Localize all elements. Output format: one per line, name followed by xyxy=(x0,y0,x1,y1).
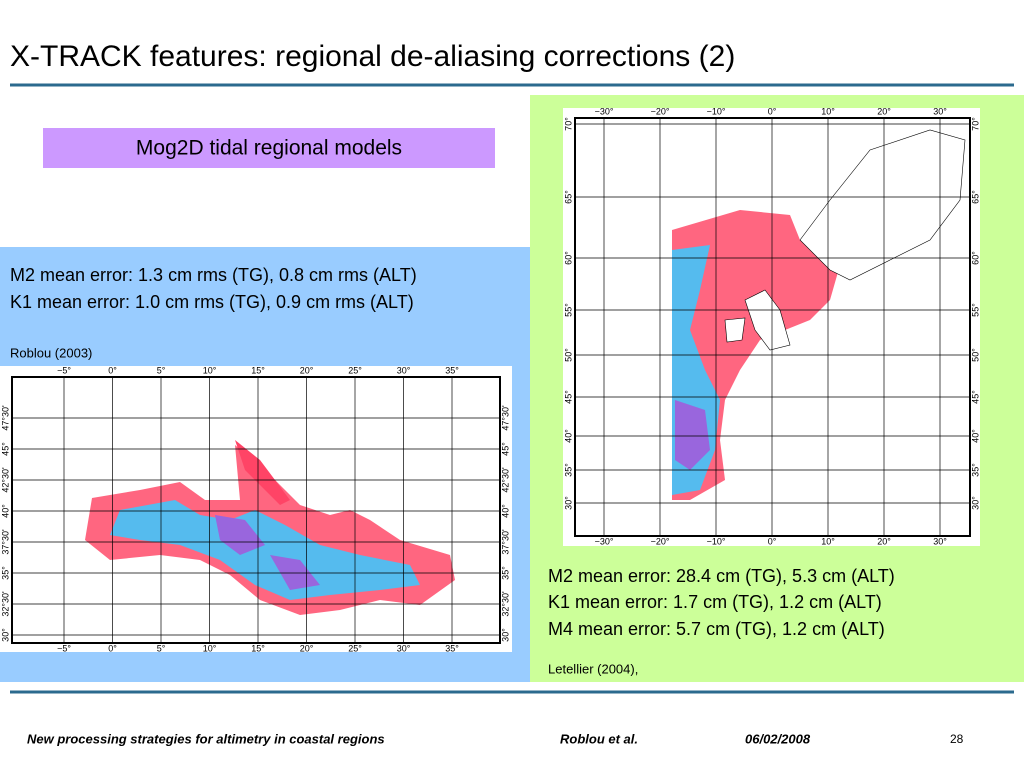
lon-label: 30° xyxy=(933,536,947,546)
footer-authors: Roblou et al. xyxy=(560,731,638,746)
lon-label: 30° xyxy=(397,365,411,375)
lat-label: 30° xyxy=(970,496,980,510)
right-line: M4 mean error: 5.7 cm (TG), 1.2 cm (ALT) xyxy=(548,619,885,639)
lon-label: 20° xyxy=(300,643,314,653)
lon-label: 20° xyxy=(877,536,891,546)
left-line: K1 mean error: 1.0 cm rms (TG), 0.9 cm r… xyxy=(10,292,414,312)
med-sea-deepest xyxy=(215,515,320,590)
lat-label: 42°30' xyxy=(500,467,510,493)
lat-label: 35° xyxy=(500,566,510,580)
lat-label: 45° xyxy=(0,442,10,456)
right-citation: Letellier (2004), xyxy=(548,661,638,676)
lon-label: −30° xyxy=(595,536,614,546)
adriatic xyxy=(235,440,290,505)
lat-label: 65° xyxy=(970,190,980,204)
lat-label: 70° xyxy=(970,117,980,131)
lon-label: 0° xyxy=(768,106,777,116)
lat-label: 40° xyxy=(0,504,10,518)
lat-label: 65° xyxy=(563,190,573,204)
lat-label: 35° xyxy=(0,566,10,580)
footer-text: New processing strategies for altimetry … xyxy=(27,731,385,746)
left-line: M2 mean error: 1.3 cm rms (TG), 0.8 cm r… xyxy=(10,265,417,285)
lon-label: 15° xyxy=(251,643,265,653)
lon-label: 0° xyxy=(108,365,117,375)
lat-label: 30° xyxy=(0,628,10,642)
lon-label: −30° xyxy=(595,106,614,116)
lat-label: 37°30' xyxy=(500,529,510,555)
lat-label: 30° xyxy=(500,628,510,642)
lat-label: 55° xyxy=(563,303,573,317)
lon-label: 10° xyxy=(203,643,217,653)
slide-title: X-TRACK features: regional de-aliasing c… xyxy=(10,40,735,73)
scandinavia xyxy=(799,129,966,281)
model-box-label: Mog2D tidal regional models xyxy=(136,137,402,160)
lat-label: 42°30' xyxy=(0,467,10,493)
lat-label: 40° xyxy=(500,504,510,518)
ocean-deep xyxy=(675,400,710,470)
lon-label: 30° xyxy=(397,643,411,653)
lat-label: 55° xyxy=(970,303,980,317)
lat-label: 50° xyxy=(563,348,573,362)
lon-label: 5° xyxy=(157,365,166,375)
lon-label: 10° xyxy=(203,365,217,375)
lon-label: 0° xyxy=(108,643,117,653)
lat-label: 60° xyxy=(970,251,980,265)
british-isles xyxy=(724,289,791,351)
lon-label: −20° xyxy=(651,536,670,546)
lon-label: 35° xyxy=(445,643,459,653)
lon-label: −20° xyxy=(651,106,670,116)
lat-label: 35° xyxy=(563,463,573,477)
med-map: −5° −5° 0° 0° 5° 5° 10° 10° 15° 15° 20° 20° 25° 25° 30… xyxy=(0,365,512,653)
map-frame xyxy=(11,376,501,644)
lat-label: 60° xyxy=(563,251,573,265)
lat-label: 45° xyxy=(500,442,510,456)
lon-label: 20° xyxy=(877,106,891,116)
lon-label: 15° xyxy=(251,365,265,375)
model-box xyxy=(43,128,495,168)
lon-label: −5° xyxy=(57,365,71,375)
map-frame xyxy=(574,117,971,537)
atl-map: −30° −30° −20° −20° −10° −10° 0° 0° 10° 10° 20° 20°… xyxy=(563,106,980,546)
lon-label: 25° xyxy=(348,643,362,653)
footer-page: 28 xyxy=(950,732,964,746)
lon-label: 0° xyxy=(768,536,777,546)
lon-label: 30° xyxy=(933,106,947,116)
med-sea-deep xyxy=(110,500,420,600)
footer-date: 06/02/2008 xyxy=(745,731,811,746)
right-line: M2 mean error: 28.4 cm (TG), 5.3 cm (ALT… xyxy=(548,566,895,586)
lon-label: 35° xyxy=(445,365,459,375)
lat-label: 40° xyxy=(970,429,980,443)
lat-label: 30° xyxy=(563,496,573,510)
lat-label: 47°30' xyxy=(0,405,10,431)
lon-label: 20° xyxy=(300,365,314,375)
lat-label: 70° xyxy=(563,117,573,131)
lon-label: 10° xyxy=(821,536,835,546)
lon-label: −5° xyxy=(57,643,71,653)
lon-label: −10° xyxy=(707,536,726,546)
lat-label: 32°30' xyxy=(0,591,10,617)
right-line: K1 mean error: 1.7 cm (TG), 1.2 cm (ALT) xyxy=(548,592,882,612)
lat-label: 50° xyxy=(970,348,980,362)
lat-label: 35° xyxy=(970,463,980,477)
lat-label: 37°30' xyxy=(0,529,10,555)
lon-label: 5° xyxy=(157,643,166,653)
lon-label: 25° xyxy=(348,365,362,375)
lat-label: 32°30' xyxy=(500,591,510,617)
left-citation: Roblou (2003) xyxy=(10,345,92,360)
lon-label: 10° xyxy=(821,106,835,116)
lon-label: −10° xyxy=(707,106,726,116)
lat-label: 40° xyxy=(563,429,573,443)
lat-label: 47°30' xyxy=(500,405,510,431)
lat-label: 45° xyxy=(970,390,980,404)
lat-label: 45° xyxy=(563,390,573,404)
